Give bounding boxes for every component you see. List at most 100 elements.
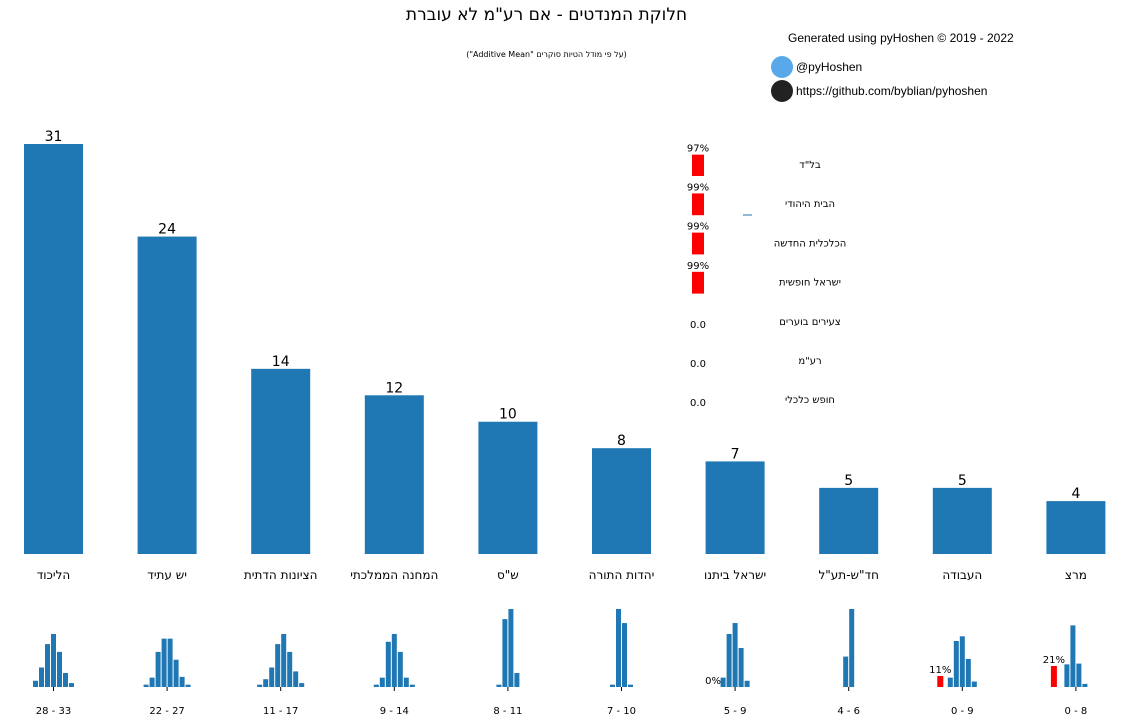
- distribution-bar: [496, 684, 502, 687]
- distribution-bar: [616, 609, 621, 687]
- minor-party-bar: [692, 193, 704, 216]
- minor-party-value: 99%: [687, 261, 709, 272]
- distribution-bar: [508, 609, 514, 687]
- distribution-bar: [33, 680, 38, 687]
- twitter-handle[interactable]: @pyHoshen: [796, 60, 863, 74]
- distribution-bar: [63, 672, 68, 687]
- distribution-bar: [726, 633, 732, 687]
- distribution-bar: [1070, 625, 1076, 687]
- distribution-bar: [843, 656, 849, 687]
- minor-party-value: 99%: [687, 222, 709, 233]
- distribution-bar: [293, 671, 299, 687]
- distribution-bar: [257, 684, 263, 687]
- seat-bar: [24, 144, 83, 554]
- minor-party-value: 0.0: [690, 398, 706, 409]
- distribution-bar: [1082, 683, 1088, 687]
- distribution-bar: [155, 651, 161, 687]
- distribution-bar: [1064, 664, 1070, 687]
- distribution-bar: [403, 677, 409, 687]
- distribution-bar: [373, 684, 379, 687]
- distribution-bar: [622, 623, 627, 687]
- chart-title: חלוקת המנדטים - אם רע"מ לא עוברת: [405, 5, 688, 25]
- minor-party-name: חופש כלכלי: [785, 395, 835, 406]
- seat-range-label: 4 - 6: [837, 706, 860, 717]
- minor-party-name: רע"מ: [798, 356, 821, 367]
- minor-party-value: 99%: [687, 182, 709, 193]
- below-threshold-label: 0%: [705, 676, 721, 687]
- party-name-label: העבודה: [942, 568, 982, 582]
- party-name-label: המחנה הממלכתי: [350, 568, 438, 582]
- party-name-label: הליכוד: [37, 568, 71, 582]
- distribution-bar: [149, 677, 155, 687]
- distribution-bar: [45, 644, 50, 687]
- minor-party-name: ישראל חופשית: [779, 278, 841, 289]
- party-name-label: יהדות התורה: [589, 568, 655, 582]
- seat-range-label: 22 - 27: [149, 706, 184, 717]
- bar-value-label: 8: [617, 433, 626, 449]
- seat-range-label: 8 - 11: [493, 706, 522, 717]
- distribution-bar: [610, 684, 615, 687]
- chart-subtitle: (על פי מודל הטיות סוקרים "Additive Mean"…: [466, 50, 627, 59]
- minor-party-bar: [692, 232, 704, 255]
- distribution-bar: [385, 641, 391, 687]
- credit-text: Generated using pyHoshen © 2019 - 2022: [788, 31, 1014, 45]
- distribution-bar: [732, 623, 738, 687]
- distribution-bar: [953, 640, 959, 687]
- distribution-bar: [69, 683, 74, 687]
- below-threshold-label: 11%: [929, 665, 951, 676]
- below-threshold-bar: [1050, 666, 1057, 687]
- party-name-label: יש עתיד: [147, 568, 187, 582]
- distribution-bar: [849, 609, 855, 687]
- seat-range-label: 7 - 10: [607, 706, 636, 717]
- seat-bar: [478, 421, 538, 554]
- party-name-label: חד"ש-תע"ל: [818, 568, 878, 582]
- distribution-bar: [971, 681, 977, 687]
- distribution-bar: [1076, 663, 1082, 687]
- seat-bar: [705, 461, 765, 554]
- minor-party-value: 0.0: [690, 320, 706, 331]
- distribution-bar: [502, 619, 508, 687]
- distribution-bar: [275, 644, 281, 687]
- minor-party-name: צעירים בוערים: [779, 317, 840, 328]
- distribution-bar: [287, 651, 293, 687]
- distribution-bar: [379, 677, 385, 687]
- distribution-bar: [185, 684, 191, 687]
- distribution-bar: [161, 638, 167, 687]
- distribution-bar: [628, 684, 633, 687]
- bar-value-label: 24: [158, 222, 176, 238]
- distribution-bar: [173, 659, 179, 687]
- distribution-bar: [744, 680, 750, 687]
- seat-range-label: 0 - 9: [951, 706, 974, 717]
- bar-value-label: 4: [1071, 486, 1080, 502]
- bar-value-label: 31: [45, 129, 63, 145]
- distribution-bar: [39, 667, 44, 687]
- party-name-label: ישראל ביתנו: [704, 568, 766, 582]
- distribution-bar: [409, 684, 415, 687]
- minor-party-name: הכלכלית החדשה: [774, 238, 847, 249]
- distribution-bar: [57, 651, 62, 687]
- distribution-bar: [514, 672, 520, 687]
- distribution-bar: [269, 667, 275, 687]
- distribution-bar: [281, 633, 287, 687]
- distribution-bar: [143, 684, 149, 687]
- seat-range-label: 11 - 17: [263, 706, 298, 717]
- distribution-bar: [391, 633, 397, 687]
- github-icon: [771, 80, 793, 102]
- bar-value-label: 12: [385, 380, 403, 396]
- bar-value-label: 10: [499, 407, 517, 423]
- distribution-bar: [965, 658, 971, 687]
- seat-bar: [364, 395, 424, 554]
- minor-party-name: הבית היהודי: [785, 199, 835, 210]
- seat-range-label: 0 - 8: [1065, 706, 1088, 717]
- seat-bar: [932, 487, 992, 554]
- party-name-label: הציונות הדתית: [244, 568, 318, 582]
- minor-party-value: 0.0: [690, 359, 706, 370]
- party-name-label: מרצ: [1065, 568, 1087, 582]
- below-threshold-bar: [937, 676, 944, 687]
- github-link[interactable]: https://github.com/byblian/pyhoshen: [796, 84, 988, 98]
- minor-party-value: 97%: [687, 144, 709, 155]
- seat-bar: [1046, 501, 1106, 554]
- seat-bar: [819, 487, 879, 554]
- seat-bar: [592, 448, 651, 554]
- seat-range-label: 9 - 14: [380, 706, 409, 717]
